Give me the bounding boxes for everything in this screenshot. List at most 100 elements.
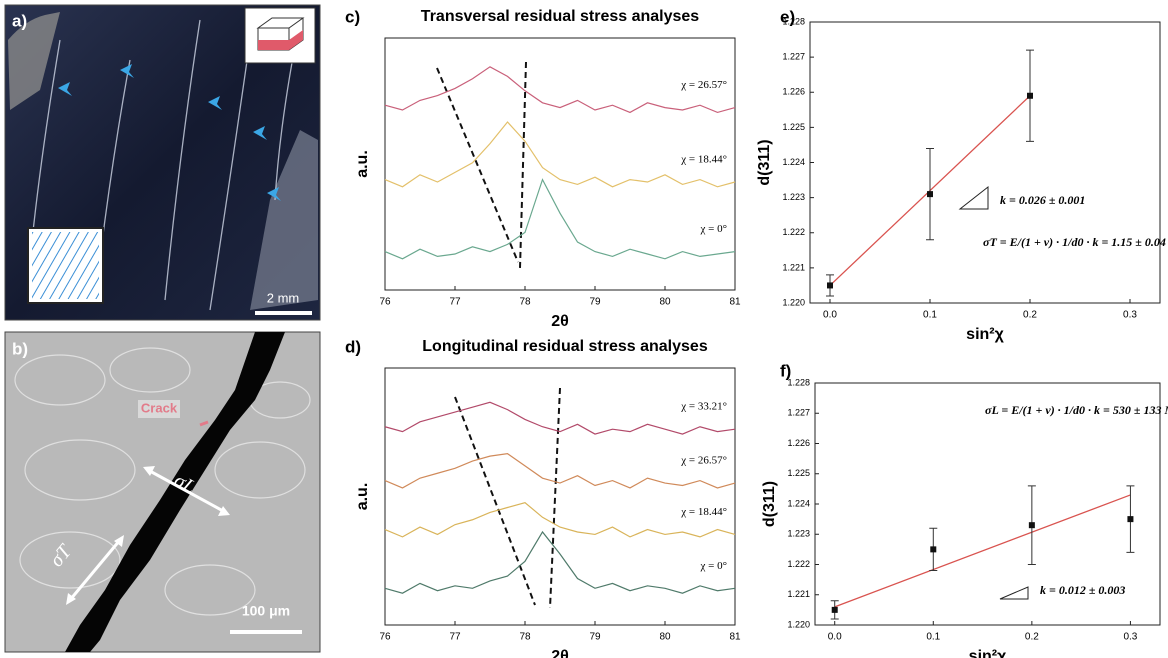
y-tick-label: 1.221	[787, 589, 810, 599]
panel-label: b)	[12, 339, 28, 358]
data-point	[1028, 522, 1035, 529]
x-tick-label: 0.1	[923, 310, 937, 321]
x-axis-label: 2θ	[551, 313, 569, 330]
panel-label: f)	[780, 361, 791, 380]
series-label: χ = 18.44°	[680, 154, 727, 166]
y-tick-label: 1.221	[782, 262, 805, 272]
scale-label: 2 mm	[267, 290, 300, 305]
y-tick-label: 1.224	[782, 157, 805, 167]
annotation: σT = E/(1 + v) · 1/d0 · k = 1.15 ± 0.04 …	[983, 235, 1168, 249]
spectrum	[384, 501, 736, 538]
slope-triangle	[999, 586, 1029, 600]
x-tick-label: 0.2	[1025, 632, 1039, 643]
x-tick-label: 80	[659, 297, 671, 308]
y-tick-label: 1.224	[787, 498, 810, 508]
spectrum	[384, 66, 736, 114]
y-tick-label: 1.222	[787, 559, 810, 569]
y-tick-label: 1.222	[782, 227, 805, 237]
spectrum	[384, 401, 736, 435]
series-label: χ = 26.57°	[680, 455, 727, 467]
x-tick-label: 76	[379, 632, 391, 643]
arrow	[147, 468, 226, 514]
x-tick-label: 0.2	[1023, 310, 1037, 321]
x-tick-label: 81	[729, 297, 741, 308]
y-tick-label: 1.225	[787, 468, 810, 478]
arrowheads	[66, 535, 124, 605]
x-axis-label: sin²χ	[966, 326, 1004, 343]
annotation: k = 0.026 ± 0.001	[1000, 193, 1085, 207]
x-tick-label: 0.0	[828, 632, 842, 643]
fit-line	[834, 494, 1131, 608]
x-tick-label: 81	[729, 632, 741, 643]
crack	[65, 332, 285, 652]
crack-pointer	[199, 420, 209, 427]
y-axis-label: a.u.	[354, 150, 371, 178]
x-tick-label: 0.3	[1123, 310, 1137, 321]
plot-frame	[384, 37, 736, 291]
spectrum	[384, 178, 736, 260]
x-tick-label: 77	[449, 632, 461, 643]
y-tick-label: 1.228	[787, 377, 810, 387]
spectrum	[384, 121, 736, 188]
y-tick-label: 1.227	[782, 52, 805, 62]
panel-label: c)	[345, 7, 360, 26]
series-label: χ = 0°	[700, 223, 728, 235]
y-axis-label: d(311)	[761, 481, 778, 527]
x-tick-label: 76	[379, 297, 391, 308]
x-tick-label: 0.0	[823, 310, 837, 321]
sem-image	[4, 331, 321, 653]
chart-title: Transversal residual stress analyses	[421, 8, 700, 25]
scale-label: 100 μm	[242, 603, 290, 619]
data-point	[831, 606, 838, 613]
x-tick-label: 78	[519, 632, 531, 643]
x-tick-label: 77	[449, 297, 461, 308]
plot-frame	[809, 21, 1161, 304]
data-point	[927, 191, 933, 198]
annotation: σL = E/(1 + v) · 1/d0 · k = 530 ± 133 MP…	[985, 403, 1168, 417]
panel-label: e)	[780, 7, 795, 26]
panel-a: a) 2 mm	[4, 4, 321, 321]
guides	[436, 61, 561, 609]
x-axis-label: 2θ	[551, 648, 569, 658]
series-label: χ = 33.21°	[680, 401, 727, 413]
y-tick-label: 1.228	[782, 16, 805, 26]
spectrum	[384, 530, 736, 594]
data-point	[1127, 516, 1134, 523]
crack-label: Crack	[141, 400, 178, 415]
y-tick-label: 1.227	[787, 408, 810, 418]
series-label: χ = 0°	[700, 560, 728, 572]
edge-patch	[250, 130, 318, 310]
plot-frame	[384, 367, 736, 626]
y-tick-label: 1.226	[782, 87, 805, 97]
data-point	[1027, 92, 1033, 99]
y-tick-label: 1.220	[782, 297, 805, 307]
arrowheads	[58, 64, 281, 201]
y-axis-label: d(311)	[756, 139, 773, 185]
annotation: k = 0.012 ± 0.003	[1040, 583, 1125, 597]
y-axis-label: a.u.	[354, 483, 371, 511]
y-tick-label: 1.223	[782, 192, 805, 202]
y-tick-label: 1.223	[787, 529, 810, 539]
panel-label: a)	[12, 11, 27, 30]
scan-pattern	[32, 232, 99, 299]
y-tick-label: 1.226	[787, 438, 810, 448]
panel-label: d)	[345, 337, 361, 356]
x-axis-label: sin²χ	[969, 648, 1007, 658]
x-tick-label: 0.3	[1123, 632, 1137, 643]
crack-tag	[138, 400, 180, 418]
spectrum	[384, 453, 736, 489]
inset-icon	[244, 7, 316, 64]
series-label: χ = 26.57°	[680, 79, 727, 91]
x-tick-label: 0.1	[926, 632, 940, 643]
data-point	[827, 282, 833, 289]
series-label: χ = 18.44°	[680, 506, 727, 518]
x-tick-label: 78	[519, 297, 531, 308]
edge-patch	[8, 12, 60, 110]
arrow	[68, 539, 122, 601]
box-face	[258, 30, 303, 50]
arrowheads	[143, 466, 230, 516]
x-tick-label: 79	[589, 297, 601, 308]
y-tick-label: 1.220	[787, 619, 810, 629]
data-point	[930, 546, 937, 553]
